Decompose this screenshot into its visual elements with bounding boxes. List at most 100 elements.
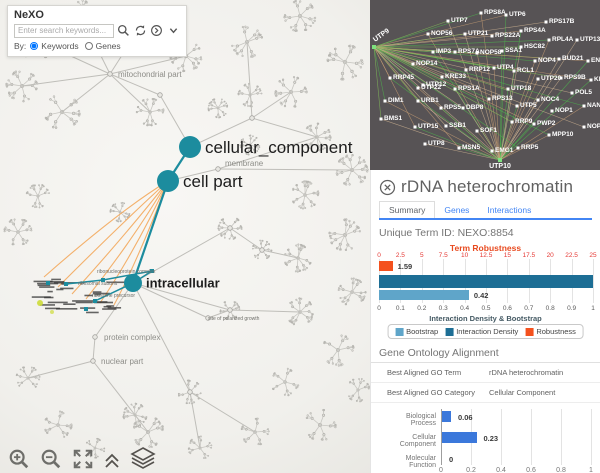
radio-genes[interactable]: Genes: [84, 41, 121, 51]
gene-label[interactable]: NOP4: [538, 57, 556, 64]
fit-screen-icon[interactable]: [72, 448, 94, 470]
gene-node-NOP58[interactable]: [475, 51, 479, 55]
gene-node-NOP1[interactable]: [550, 109, 554, 113]
gene-label[interactable]: UTP4: [497, 64, 514, 71]
network-node-label[interactable]: cell part: [183, 172, 243, 191]
gene-node-RRP45[interactable]: [388, 76, 392, 80]
bar-cellular-component[interactable]: [442, 432, 477, 443]
gene-label[interactable]: KRE33: [445, 73, 466, 80]
gene-label[interactable]: UTP5: [520, 102, 537, 109]
gene-node-RPS22A[interactable]: [490, 34, 494, 38]
ontology-tree-pane[interactable]: mitochondrial part membrane protein comple…: [0, 0, 370, 473]
term-label[interactable]: mitochondrial part: [118, 70, 182, 79]
gene-node-RCL1[interactable]: [512, 69, 516, 73]
gene-node-UTP13[interactable]: [575, 38, 579, 42]
gene-node-SSA1[interactable]: [500, 49, 504, 53]
gene-label[interactable]: NAN1: [587, 102, 600, 109]
gene-node-RRP5[interactable]: [516, 146, 520, 150]
tab-genes[interactable]: Genes: [444, 205, 470, 215]
gene-node-KRE33[interactable]: [440, 75, 444, 79]
gene-label[interactable]: RRP45: [393, 74, 414, 81]
gene-node-RPS5[interactable]: [439, 106, 443, 110]
term-label-small[interactable]: site of polarized growth: [208, 316, 260, 322]
gene-label[interactable]: IMP3: [436, 48, 452, 55]
gene-label[interactable]: UTP20: [541, 75, 562, 82]
gene-label[interactable]: HSC82: [524, 43, 545, 50]
collapse-icon[interactable]: [104, 452, 120, 470]
gene-label[interactable]: RPS9B: [564, 74, 586, 81]
tab-summary[interactable]: Summary: [379, 201, 436, 218]
gene-node-RPS17B[interactable]: [544, 20, 548, 24]
gene-label[interactable]: UTP18: [511, 85, 532, 92]
gene-node-ENP1[interactable]: [586, 59, 590, 63]
gene-label[interactable]: UTP15: [418, 123, 439, 130]
gene-node-IMP3[interactable]: [431, 50, 435, 54]
gene-label[interactable]: RPS4A: [524, 27, 546, 34]
gene-node-HSC82[interactable]: [519, 45, 523, 49]
gene-node-UTP18[interactable]: [506, 87, 510, 91]
gene-label[interactable]: SSB1: [449, 122, 466, 129]
network-node-cell-part[interactable]: [157, 170, 179, 192]
term-label-small[interactable]: ribosomal subunit: [78, 281, 118, 287]
radio-input-genes[interactable]: [84, 42, 93, 50]
gene-label[interactable]: RPS7A: [458, 48, 480, 55]
gene-label[interactable]: UTP9: [372, 28, 391, 44]
gene-label[interactable]: RPS17B: [549, 18, 575, 25]
gene-label[interactable]: UTP10: [489, 163, 511, 170]
layers-icon[interactable]: [130, 446, 156, 470]
gene-node-POL5[interactable]: [570, 91, 574, 95]
gene-label[interactable]: DBP8: [466, 104, 484, 111]
ontology-network-canvas[interactable]: mitochondrial part membrane protein comple…: [0, 0, 370, 473]
gene-node-SOF1[interactable]: [475, 129, 479, 133]
gene-node-BUD21[interactable]: [557, 57, 561, 61]
gene-node-RRP9[interactable]: [510, 120, 514, 124]
gene-label[interactable]: RPS5: [444, 104, 461, 111]
radio-keywords[interactable]: Keywords: [30, 41, 79, 51]
network-node-intracellular[interactable]: [124, 274, 142, 292]
network-node-label[interactable]: intracellular: [146, 276, 220, 291]
gene-node-UTP20[interactable]: [536, 77, 540, 81]
gene-label[interactable]: UTP21: [468, 30, 489, 37]
gene-label[interactable]: RPS13: [492, 95, 513, 102]
gene-node-UTP22[interactable]: [416, 86, 420, 90]
gene-node-NAN1[interactable]: [582, 104, 586, 108]
gene-node-UTP10[interactable]: [498, 158, 502, 162]
gene-node-RPS1A[interactable]: [453, 87, 457, 91]
gene-label[interactable]: NOP14: [416, 60, 438, 67]
gene-label[interactable]: NOC4: [541, 96, 559, 103]
gene-node-KRR1[interactable]: [589, 78, 593, 82]
term-label[interactable]: nuclear part: [101, 357, 144, 366]
gene-label[interactable]: RPL4A: [552, 36, 574, 43]
chevron-down-icon[interactable]: [167, 23, 181, 38]
gene-node-PWP2[interactable]: [532, 122, 536, 126]
gene-label[interactable]: RRP5: [521, 144, 539, 151]
gene-node-RPS4A[interactable]: [519, 29, 523, 33]
gene-label[interactable]: RPS1A: [458, 85, 480, 92]
gene-node-RRP12[interactable]: [464, 68, 468, 72]
zoom-in-icon[interactable]: [8, 448, 30, 470]
network-node-cellular_component[interactable]: [179, 136, 201, 158]
gene-node-UTP6[interactable]: [504, 13, 508, 17]
gene-node-UTP5[interactable]: [515, 104, 519, 108]
gene-node-SSB1[interactable]: [444, 124, 448, 128]
tab-interactions[interactable]: Interactions: [487, 205, 532, 215]
gene-node-BMS1[interactable]: [379, 117, 383, 121]
gene-label[interactable]: UTP12: [426, 81, 447, 88]
gene-label[interactable]: DIM1: [388, 97, 404, 104]
gene-node-UTP15[interactable]: [413, 125, 417, 129]
gene-node-NOC4[interactable]: [536, 98, 540, 102]
gene-label[interactable]: RPS8A: [484, 9, 506, 16]
bar-biological-process[interactable]: [442, 411, 451, 422]
term-label[interactable]: membrane: [225, 159, 264, 168]
gene-label[interactable]: BUD21: [562, 55, 584, 62]
gene-node-URB1[interactable]: [416, 99, 420, 103]
gene-label[interactable]: URB1: [421, 97, 439, 104]
term-label-small[interactable]: ribonucleoprotein complex: [97, 269, 156, 275]
gene-label[interactable]: UTP8: [428, 140, 445, 147]
gene-node-UTP21[interactable]: [463, 32, 467, 36]
gene-label[interactable]: SSA1: [505, 47, 522, 54]
gene-label[interactable]: BMS1: [384, 115, 402, 122]
gene-label[interactable]: MPP10: [552, 131, 574, 138]
gene-node-DBP8[interactable]: [461, 106, 465, 110]
gene-label[interactable]: POL5: [575, 89, 592, 96]
